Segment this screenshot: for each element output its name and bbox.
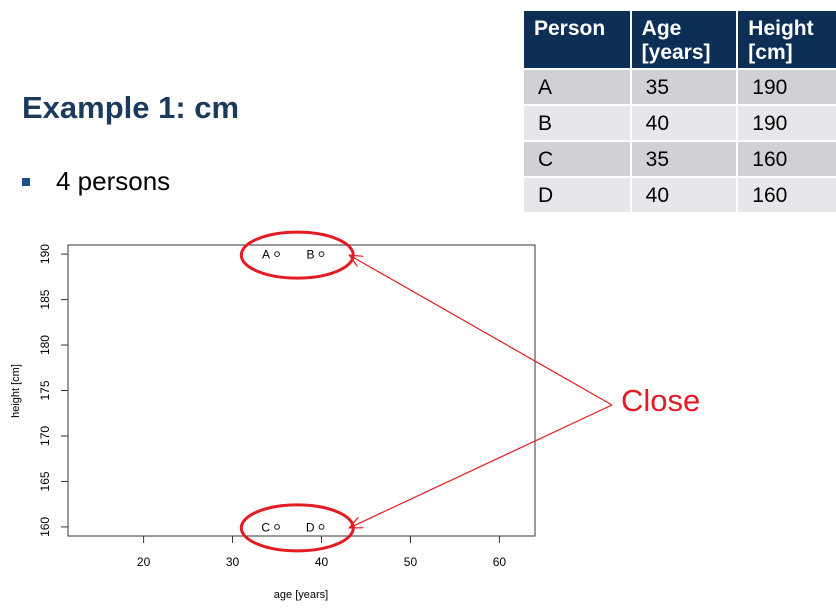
- data-point: [274, 524, 280, 530]
- annotation-arrows: [349, 255, 613, 528]
- data-points: A B C D: [261, 248, 325, 534]
- table-cell: B: [524, 104, 632, 141]
- y-tick-label: 190: [38, 244, 52, 264]
- y-tick-label: 160: [38, 517, 52, 537]
- y-axis-label: height [cm]: [10, 364, 22, 418]
- bullet-item: 4 persons: [22, 166, 170, 197]
- table-row: C 35 160: [524, 140, 836, 177]
- data-point: [318, 251, 325, 257]
- table-cell: 160: [737, 140, 836, 177]
- table-cell: 190: [737, 68, 836, 105]
- table-cell: 40: [630, 176, 739, 212]
- x-axis-label: age [years]: [274, 589, 328, 601]
- annotation-close-label: Close: [621, 383, 700, 418]
- highlight-ellipse: [239, 230, 355, 280]
- data-point-label: A: [262, 248, 270, 262]
- table-cell: 40: [630, 104, 739, 141]
- table-row: B 40 190: [524, 104, 836, 141]
- highlight-ellipses: [239, 230, 355, 553]
- column-header-person-line1: Person: [534, 17, 606, 40]
- y-axis: 160 165 170 175 180 185 190: [38, 244, 69, 537]
- column-header-age-line1: Age: [641, 17, 682, 40]
- table-cell: 190: [737, 104, 836, 141]
- column-header-person: Person: [524, 11, 632, 69]
- bullet-text: 4 persons: [56, 166, 171, 196]
- slide-title: Example 1: cm: [22, 90, 240, 125]
- x-tick-label: 30: [226, 555, 240, 569]
- table-row: D 40 160: [524, 176, 836, 212]
- x-tick-label: 50: [404, 555, 418, 569]
- annotation-arrow: [349, 255, 613, 406]
- table-cell: 35: [630, 68, 739, 105]
- x-tick-label: 60: [493, 555, 507, 569]
- y-tick-label: 180: [38, 335, 52, 355]
- data-point-label: B: [306, 248, 314, 262]
- column-header-height-line2: [cm]: [748, 41, 793, 64]
- x-axis: 20 30 40 50 60: [137, 535, 507, 569]
- y-tick-label: 175: [38, 380, 52, 400]
- annotation-arrow: [349, 404, 613, 528]
- table-cell: C: [524, 140, 632, 177]
- table-cell: 160: [737, 176, 836, 212]
- table-row: A 35 190: [524, 68, 836, 105]
- column-header-height: Height [cm]: [737, 11, 836, 69]
- highlight-ellipse: [239, 503, 355, 553]
- data-point-label: C: [261, 520, 270, 534]
- data-point: [318, 524, 325, 530]
- y-tick-label: 185: [38, 289, 52, 309]
- y-tick-label: 170: [38, 426, 52, 446]
- square-bullet-icon: [22, 177, 30, 186]
- table-cell: D: [524, 176, 632, 212]
- column-header-height-line1: Height: [748, 17, 814, 40]
- data-point: [274, 251, 280, 257]
- table-cell: A: [524, 68, 632, 105]
- y-tick-label: 165: [38, 471, 52, 491]
- x-tick-label: 20: [137, 555, 151, 569]
- table-cell: 35: [630, 140, 739, 177]
- table-header-row: Person Age [years] Height [cm]: [524, 11, 836, 69]
- column-header-age-line2: [years]: [641, 41, 711, 64]
- x-tick-label: 40: [315, 555, 329, 569]
- data-point-label: D: [306, 520, 315, 534]
- data-table: Person Age [years] Height [cm] A 35 190 …: [524, 11, 836, 212]
- column-header-age: Age [years]: [630, 11, 739, 69]
- plot-frame: [67, 244, 536, 537]
